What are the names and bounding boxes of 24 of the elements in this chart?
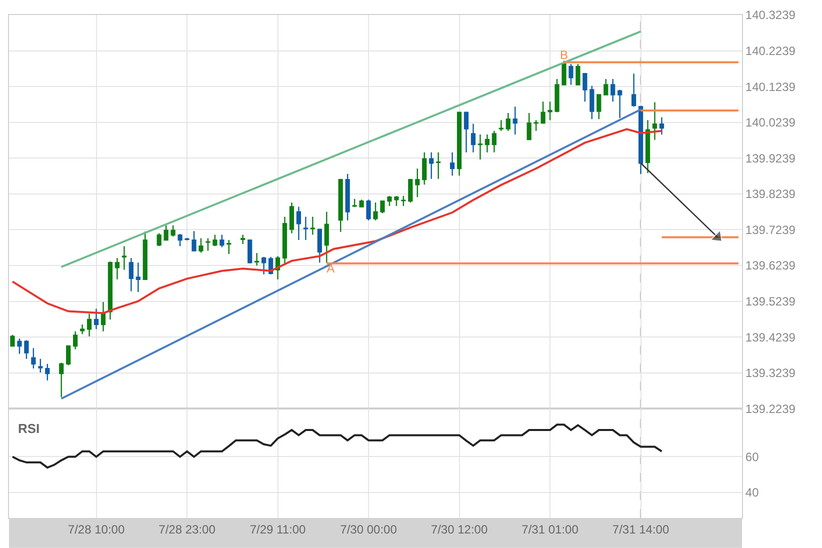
x-tick-label: 7/28 23:00 (158, 522, 216, 536)
y-tick-label: 139.9239 (745, 151, 796, 166)
y-tick-label: 140.1239 (745, 80, 796, 94)
data-label: A (326, 261, 335, 276)
x-tick-label: 7/29 11:00 (250, 522, 306, 536)
x-tick-label: 7/31 01:00 (522, 522, 579, 536)
x-tick-label: 7/31 14:00 (612, 522, 670, 536)
y-tick-label: 60 (745, 450, 760, 464)
y-tick-label: 40 (745, 486, 760, 500)
y-tick-label: 139.4239 (745, 330, 796, 344)
y-tick-label: 139.7239 (745, 222, 796, 237)
y-tick-label: 139.2239 (745, 402, 796, 416)
x-tick-label: 7/30 12:00 (430, 522, 488, 536)
y-tick-label: 139.3239 (745, 366, 796, 380)
x-tick-label: 7/28 10:00 (68, 522, 125, 536)
y-tick-label: 139.6239 (745, 258, 796, 273)
y-tick-label: 140.0239 (745, 116, 796, 130)
y-tick-label: 139.5239 (745, 294, 796, 308)
x-tick-label: 7/30 00:00 (340, 522, 398, 536)
data-label: B (560, 48, 568, 62)
text: RSI (18, 421, 40, 436)
y-tick-label: 139.8239 (745, 187, 796, 202)
y-tick-label: 140.3239 (745, 8, 796, 22)
y-tick-label: 140.2239 (745, 44, 796, 58)
